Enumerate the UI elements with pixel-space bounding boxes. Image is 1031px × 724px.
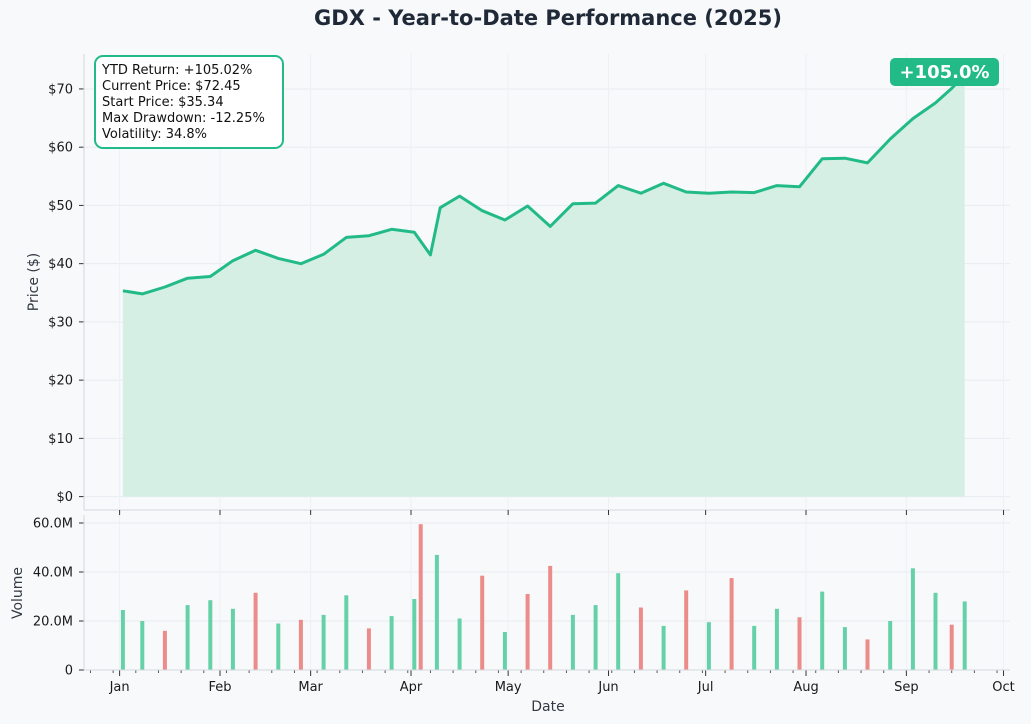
price-y-tick-label: $30 [48,315,73,330]
volume-bar [502,632,507,670]
volume-y-tick-label: 0 [65,664,73,679]
volume-bar [412,599,417,670]
volume-bar [480,575,485,670]
x-tick-label: Jan [109,680,130,695]
volume-bar [661,625,666,670]
return-badge: +105.0% [890,58,999,86]
stats-current-price: Current Price: $72.45 [102,79,241,94]
volume-bar [208,600,213,670]
volume-bar [752,625,757,670]
volume-bar [729,578,734,670]
volume-bar [820,591,825,670]
volume-plot-area [84,515,1010,670]
x-tick-label: Feb [208,680,231,695]
chart-title: GDX - Year-to-Date Performance (2025) [314,6,782,30]
x-tick-label: Mar [298,680,323,695]
volume-bar [185,605,190,670]
x-tick-label: Jun [597,680,618,695]
volume-bar [910,568,915,670]
volume-bar [434,554,439,670]
price-y-tick-label: $50 [48,199,73,214]
x-tick-label: Jul [697,680,714,695]
price-y-tick-label: $20 [48,374,73,389]
volume-y-axis-title: Volume [10,567,26,619]
volume-bars [120,524,967,671]
volume-bar [298,619,303,670]
stats-start-price: Start Price: $35.34 [102,95,224,110]
volume-y-tick-label: 20.0M [33,615,73,630]
volume-bar [389,616,394,670]
price-y-tick-label: $10 [48,432,73,447]
volume-y-tick-label: 40.0M [33,566,73,581]
x-tick-label: Apr [400,680,423,695]
price-area-fill [122,74,965,497]
volume-bar [253,592,258,670]
stats-box: YTD Return: +105.02% Current Price: $72.… [94,55,284,149]
volume-bar [638,607,643,670]
volume-bar [593,605,598,670]
volume-bar [418,524,423,670]
volume-bar [706,622,711,670]
price-y-axis: $0 $10 $20 $30 $40 $50 $60 $70 [48,82,84,505]
volume-bar [949,624,954,670]
volume-bar [344,595,349,670]
volume-bar [616,573,621,670]
stats-ytd-return: YTD Return: +105.02% [101,63,252,78]
volume-bar [120,610,125,670]
volume-bar [842,627,847,670]
volume-y-tick-label: 60.0M [33,517,73,532]
volume-bar [933,592,938,670]
stats-volatility: Volatility: 34.8% [102,127,207,142]
volume-bar [797,617,802,670]
price-y-tick-label: $70 [48,82,73,97]
volume-bar [865,639,870,670]
date-x-axis: Jan Feb Mar Apr May Jun Jul Aug Sep Oct [89,510,1015,695]
volume-bar [962,601,967,670]
volume-bar [457,618,462,670]
price-y-tick-label: $60 [48,141,73,156]
price-panel: $0 $10 $20 $30 $40 $50 $60 $70 Price ($) YTD Re… [26,54,1010,511]
volume-bar [366,628,371,670]
volume-y-axis: 0 20.0M 40.0M 60.0M [33,517,84,679]
price-points [122,74,965,294]
volume-bar [276,623,281,670]
x-axis-title: Date [531,699,564,715]
return-badge-label: +105.0% [899,62,989,83]
x-tick-label: Sep [894,680,919,695]
price-line [122,73,966,296]
volume-bar [525,594,530,670]
volume-panel: 0 20.0M 40.0M 60.0M Jan Feb Mar Apr May Jun Jul Au… [10,510,1015,715]
volume-bar [570,614,575,670]
volume-bar [230,608,235,671]
volume-bar [140,621,145,670]
price-y-tick-label: $0 [56,490,73,505]
volume-bar [888,621,893,670]
x-tick-label: Oct [992,680,1014,695]
volume-bar [548,565,553,670]
return-badge-background [890,58,999,86]
volume-bar [321,614,326,670]
x-tick-label: Aug [793,680,818,695]
stats-box-frame [94,55,284,149]
price-y-tick-label: $40 [48,257,73,272]
x-tick-label: May [495,680,522,695]
price-y-axis-title: Price ($) [26,253,42,311]
volume-bar [684,590,689,670]
stats-max-drawdown: Max Drawdown: -12.25% [102,111,265,126]
volume-bar [774,608,779,671]
volume-bar [162,630,167,670]
